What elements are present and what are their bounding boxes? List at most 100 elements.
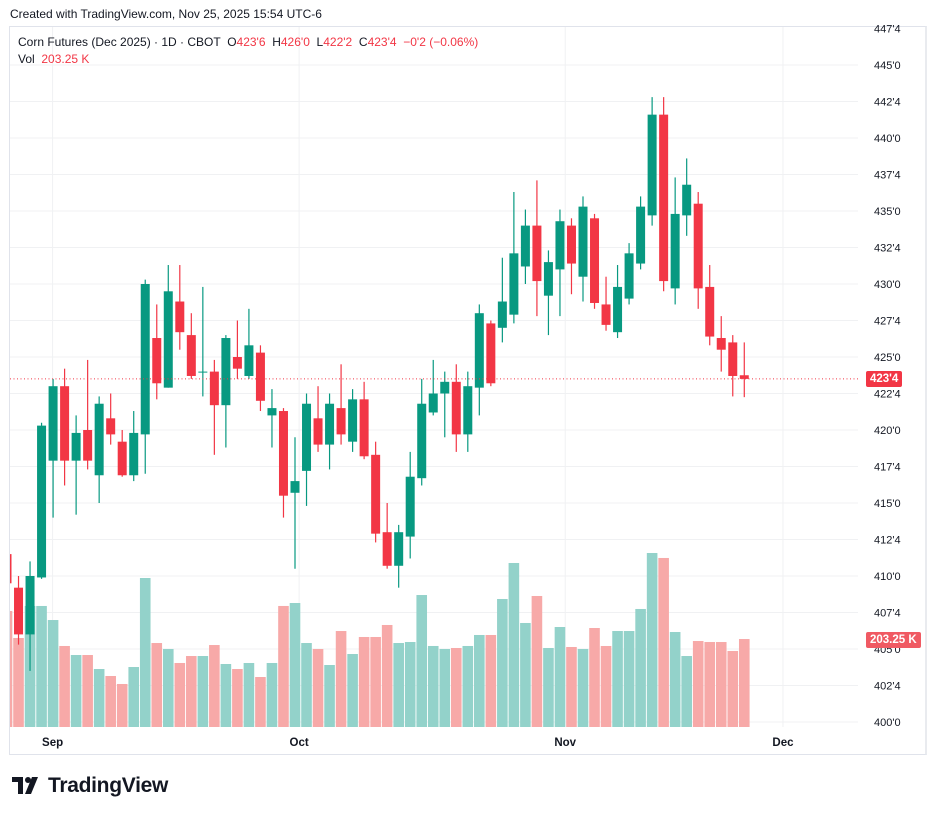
symbol-title[interactable]: Corn Futures (Dec 2025) · 1D · CBOT (18, 35, 221, 49)
volume-bar (669, 632, 681, 727)
candle-body (532, 225, 542, 282)
open-label: O (227, 35, 237, 49)
volume-bar (623, 631, 635, 727)
volume-bar (589, 628, 600, 727)
candle-body (129, 432, 139, 476)
candle-body (440, 381, 450, 394)
volume-label: Vol (18, 52, 35, 66)
volume-bar (243, 662, 255, 727)
candle-body (232, 357, 242, 369)
candle-body (209, 371, 219, 406)
candle-body (578, 206, 588, 277)
volume-bar (462, 645, 474, 727)
last-volume-tag: 203.25 K (866, 632, 921, 648)
low-label: L (316, 35, 324, 49)
price-tick-label: 440'0 (874, 133, 901, 145)
volume-bar (220, 664, 232, 727)
price-tick-label: 430'0 (874, 279, 901, 291)
volume-bar (347, 654, 358, 727)
volume-bar (139, 578, 151, 727)
tradingview-logo[interactable]: TradingView (12, 774, 168, 798)
candle-body (463, 386, 473, 435)
chart-frame (9, 26, 927, 755)
volume-bar (577, 648, 589, 727)
candle-body (140, 284, 150, 435)
volume-bar (531, 595, 543, 727)
candle-body (624, 253, 634, 299)
candle-body (106, 418, 116, 435)
candle-body (739, 375, 749, 379)
candle-body (613, 286, 623, 333)
candle-body (336, 408, 346, 435)
volume-bar (93, 669, 105, 727)
volume-bar (450, 647, 462, 727)
tradingview-logo-text: TradingView (48, 774, 169, 797)
candle-body (601, 304, 611, 325)
chart-legend: Corn Futures (Dec 2025) · 1D · CBOT O423… (18, 34, 478, 68)
candle-body (428, 393, 438, 413)
volume-bar (36, 605, 47, 727)
high-value: 426'0 (280, 35, 310, 49)
volume-bar (738, 639, 750, 727)
candle-body (417, 403, 427, 479)
open-value: 423'6 (236, 35, 266, 49)
low-value: 422'2 (323, 35, 353, 49)
volume-bar (393, 643, 404, 727)
candle-body (198, 371, 208, 373)
candle-body (520, 225, 530, 267)
volume-bar (232, 669, 243, 727)
time-axis: Sep Oct Nov Dec (42, 737, 794, 749)
volume-bar (635, 608, 646, 727)
price-tick-label: 437'4 (874, 170, 901, 182)
volume-bar (174, 662, 186, 727)
candle-body (37, 425, 47, 578)
volume-bar (520, 622, 531, 727)
candle-body (555, 221, 565, 270)
candle-body (60, 386, 70, 461)
volume-bar (646, 553, 658, 727)
volume-bar (485, 634, 497, 727)
price-tick-label: 400'0 (874, 717, 901, 729)
price-tick-label: 447'4 (874, 24, 901, 36)
volume-bar (727, 650, 739, 727)
price-tick-label: 417'4 (874, 462, 901, 474)
candle-body (348, 399, 358, 442)
volume-bar (186, 656, 197, 727)
candle-body (117, 441, 127, 476)
volume-bar (381, 624, 393, 727)
change-value: −0'2 (−0.06%) (403, 35, 479, 49)
candle-body (682, 184, 692, 216)
candle-body (509, 253, 519, 315)
price-tick-label: 420'0 (874, 425, 901, 437)
candle-body (175, 301, 185, 333)
volume-bar (255, 677, 266, 727)
volume-bar (162, 648, 174, 727)
candle-body (693, 203, 703, 289)
created-with-caption: Created with TradingView.com, Nov 25, 20… (10, 7, 322, 21)
volume-bar (404, 642, 416, 727)
volume-bar (301, 643, 312, 727)
candle-body (14, 587, 24, 635)
grid-lines (10, 27, 858, 727)
candles (10, 97, 749, 671)
volume-bar (681, 656, 692, 727)
volume-bar (47, 620, 59, 727)
price-tick-label: 412'4 (874, 535, 901, 547)
candle-body (25, 576, 35, 635)
candle-body (278, 411, 288, 496)
volume-bar (70, 655, 82, 727)
price-tick-label: 407'4 (874, 608, 901, 620)
candle-body (221, 338, 231, 406)
candle-body (10, 554, 12, 584)
volume-bar (658, 557, 669, 727)
volume-bar (439, 648, 451, 727)
volume-bar (312, 648, 324, 727)
candle-body (244, 345, 254, 376)
time-tick-label: Oct (290, 737, 309, 749)
candle-body (659, 114, 669, 282)
candle-body (152, 338, 162, 384)
candle-body (371, 454, 381, 534)
volume-bar (543, 647, 554, 727)
volume-bar (704, 642, 716, 727)
